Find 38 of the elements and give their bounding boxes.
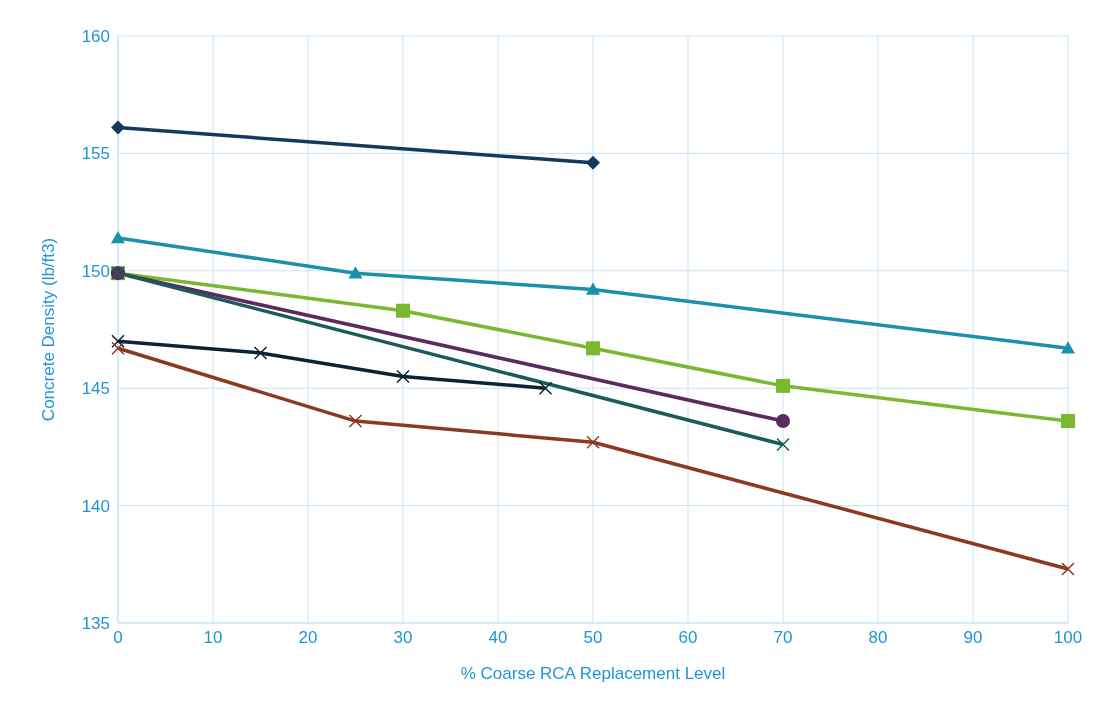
x-tick-label: 90 bbox=[963, 628, 983, 648]
point bbox=[586, 155, 600, 170]
y-tick-label: 155 bbox=[81, 144, 110, 164]
point bbox=[348, 414, 363, 428]
point bbox=[1061, 562, 1075, 576]
point bbox=[111, 120, 125, 135]
x-tick-label: 70 bbox=[773, 628, 793, 648]
x-axis-title: % Coarse RCA Replacement Level bbox=[460, 664, 726, 683]
point bbox=[396, 369, 410, 384]
x-tick-label: 0 bbox=[113, 628, 123, 648]
point bbox=[111, 230, 125, 244]
x-tick-label: 30 bbox=[393, 628, 413, 648]
x-tick-label: 80 bbox=[868, 628, 888, 648]
point bbox=[1061, 414, 1075, 429]
point bbox=[776, 378, 790, 393]
y-tick-label: 145 bbox=[81, 379, 110, 399]
point bbox=[586, 341, 600, 356]
point bbox=[538, 381, 553, 395]
y-tick-label: 135 bbox=[81, 614, 110, 634]
x-tick-label: 10 bbox=[203, 628, 223, 648]
point bbox=[776, 437, 790, 452]
x-tick-label: 60 bbox=[678, 628, 698, 648]
point bbox=[586, 435, 600, 449]
y-tick-label: 160 bbox=[81, 27, 110, 47]
y-axis-title: Concrete Density (lb/ft3) bbox=[39, 237, 59, 422]
x-tick-label: 40 bbox=[488, 628, 508, 648]
point bbox=[111, 341, 125, 356]
point bbox=[586, 282, 600, 295]
point bbox=[348, 266, 363, 279]
point bbox=[1061, 341, 1075, 354]
x-tick-label: 100 bbox=[1053, 628, 1083, 648]
y-tick-label: 140 bbox=[81, 496, 110, 516]
x-tick-label: 20 bbox=[298, 628, 318, 648]
point bbox=[253, 346, 268, 360]
y-tick-label: 150 bbox=[81, 261, 110, 281]
point bbox=[396, 303, 410, 318]
x-tick-label: 50 bbox=[583, 628, 603, 648]
point bbox=[776, 414, 790, 429]
